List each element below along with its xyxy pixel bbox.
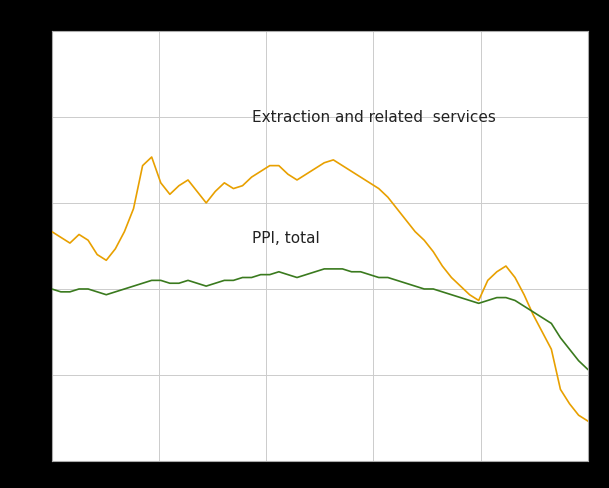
Text: Extraction and related  services: Extraction and related services: [252, 110, 496, 125]
Text: PPI, total: PPI, total: [252, 230, 319, 245]
